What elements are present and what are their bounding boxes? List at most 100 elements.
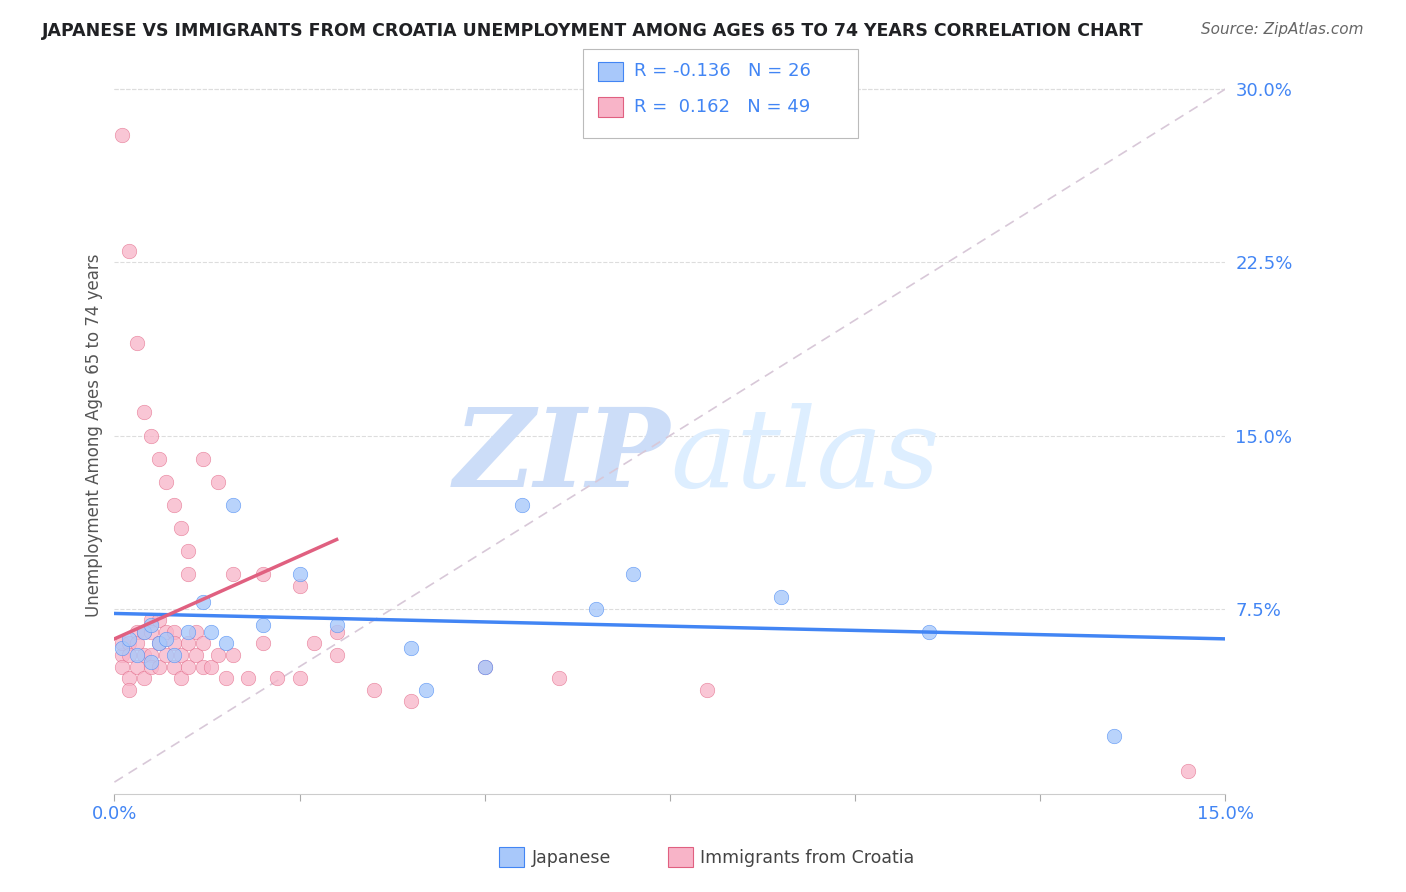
Point <box>148 659 170 673</box>
Y-axis label: Unemployment Among Ages 65 to 74 years: Unemployment Among Ages 65 to 74 years <box>86 254 103 617</box>
Point <box>118 244 141 258</box>
Point <box>252 636 274 650</box>
Point <box>177 544 200 558</box>
Point <box>132 671 155 685</box>
Point <box>177 567 200 582</box>
Point <box>125 336 148 351</box>
Point <box>111 648 134 662</box>
Text: JAPANESE VS IMMIGRANTS FROM CROATIA UNEMPLOYMENT AMONG AGES 65 TO 74 YEARS CORRE: JAPANESE VS IMMIGRANTS FROM CROATIA UNEM… <box>42 22 1144 40</box>
Point <box>325 648 347 662</box>
Point <box>148 614 170 628</box>
Point <box>252 567 274 582</box>
Point <box>325 624 347 639</box>
Point <box>141 428 163 442</box>
Point <box>141 624 163 639</box>
Point <box>288 567 311 582</box>
Point <box>1104 729 1126 743</box>
Point <box>118 648 141 662</box>
Point <box>125 636 148 650</box>
Point <box>125 648 148 662</box>
Point <box>510 498 533 512</box>
Point <box>118 632 141 646</box>
Point <box>132 648 155 662</box>
Point <box>193 451 215 466</box>
Point <box>170 648 193 662</box>
Point <box>177 659 200 673</box>
Point <box>415 682 437 697</box>
Point <box>474 659 496 673</box>
Point <box>141 614 163 628</box>
Point <box>170 521 193 535</box>
Point <box>155 624 177 639</box>
Point <box>111 128 134 143</box>
Text: R = -0.136   N = 26: R = -0.136 N = 26 <box>634 62 811 80</box>
Point <box>184 624 207 639</box>
Point <box>125 659 148 673</box>
Point <box>163 498 186 512</box>
Point <box>288 671 311 685</box>
Point <box>222 648 245 662</box>
Point <box>148 636 170 650</box>
Point <box>141 655 163 669</box>
Text: Source: ZipAtlas.com: Source: ZipAtlas.com <box>1201 22 1364 37</box>
Point <box>125 624 148 639</box>
Point <box>200 659 222 673</box>
Point <box>1177 764 1199 778</box>
Text: atlas: atlas <box>669 403 939 511</box>
Point <box>155 475 177 489</box>
Point <box>118 636 141 650</box>
Point <box>155 648 177 662</box>
Point <box>585 602 607 616</box>
Point <box>141 659 163 673</box>
Point <box>193 636 215 650</box>
Point <box>111 636 134 650</box>
Point <box>148 451 170 466</box>
Point <box>222 498 245 512</box>
Point <box>399 694 422 708</box>
Point <box>132 624 155 639</box>
Point <box>222 567 245 582</box>
Point <box>141 618 163 632</box>
Point <box>252 618 274 632</box>
Point <box>132 624 155 639</box>
Point <box>304 636 326 650</box>
Point <box>236 671 259 685</box>
Point <box>621 567 644 582</box>
Point <box>918 624 941 639</box>
Point <box>118 682 141 697</box>
Point <box>288 579 311 593</box>
Text: ZIP: ZIP <box>453 403 669 511</box>
Point <box>696 682 718 697</box>
Point <box>111 659 134 673</box>
Point <box>207 475 229 489</box>
Point <box>163 659 186 673</box>
Point <box>177 624 200 639</box>
Point <box>177 636 200 650</box>
Point <box>141 648 163 662</box>
Text: Immigrants from Croatia: Immigrants from Croatia <box>700 849 914 867</box>
Point <box>132 405 155 419</box>
Point <box>111 641 134 656</box>
Point <box>207 648 229 662</box>
Point <box>363 682 385 697</box>
Point <box>163 636 186 650</box>
Point <box>163 648 186 662</box>
Point <box>193 659 215 673</box>
Point <box>200 624 222 639</box>
Text: R =  0.162   N = 49: R = 0.162 N = 49 <box>634 98 810 116</box>
Text: Japanese: Japanese <box>531 849 610 867</box>
Point <box>155 632 177 646</box>
Point <box>184 648 207 662</box>
Point <box>266 671 288 685</box>
Point <box>214 636 236 650</box>
Point <box>547 671 569 685</box>
Point <box>163 624 186 639</box>
Point <box>399 641 422 656</box>
Point <box>214 671 236 685</box>
Point <box>325 618 347 632</box>
Point <box>193 595 215 609</box>
Point <box>770 591 793 605</box>
Point <box>474 659 496 673</box>
Point <box>118 671 141 685</box>
Point <box>170 671 193 685</box>
